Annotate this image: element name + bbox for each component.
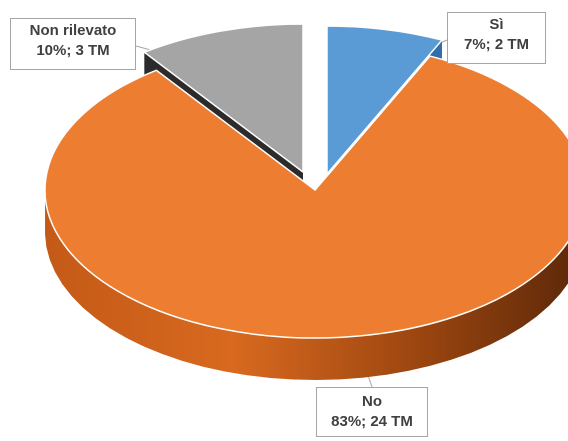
slice-no xyxy=(44,55,568,339)
slice-value-non-rilevato: 10%; 3 TM xyxy=(36,42,110,59)
slice-value-si: 7%; 2 TM xyxy=(463,36,529,53)
slice-si xyxy=(326,25,444,177)
data-label-non-rilevato: Non rilevato 10%; 3 TM xyxy=(10,18,136,70)
slice-label-no: No xyxy=(362,393,382,410)
slice-label-si: Sì xyxy=(489,16,504,33)
data-label-no: No 83%; 24 TM xyxy=(316,387,428,437)
data-label-si: Sì 7%; 2 TM xyxy=(447,12,546,64)
slice-side-no xyxy=(45,192,568,380)
slice-label-non-rilevato: Non rilevato xyxy=(29,22,117,39)
slice-value-no: 83%; 24 TM xyxy=(331,413,413,430)
slice-non-rilevato xyxy=(142,23,304,174)
